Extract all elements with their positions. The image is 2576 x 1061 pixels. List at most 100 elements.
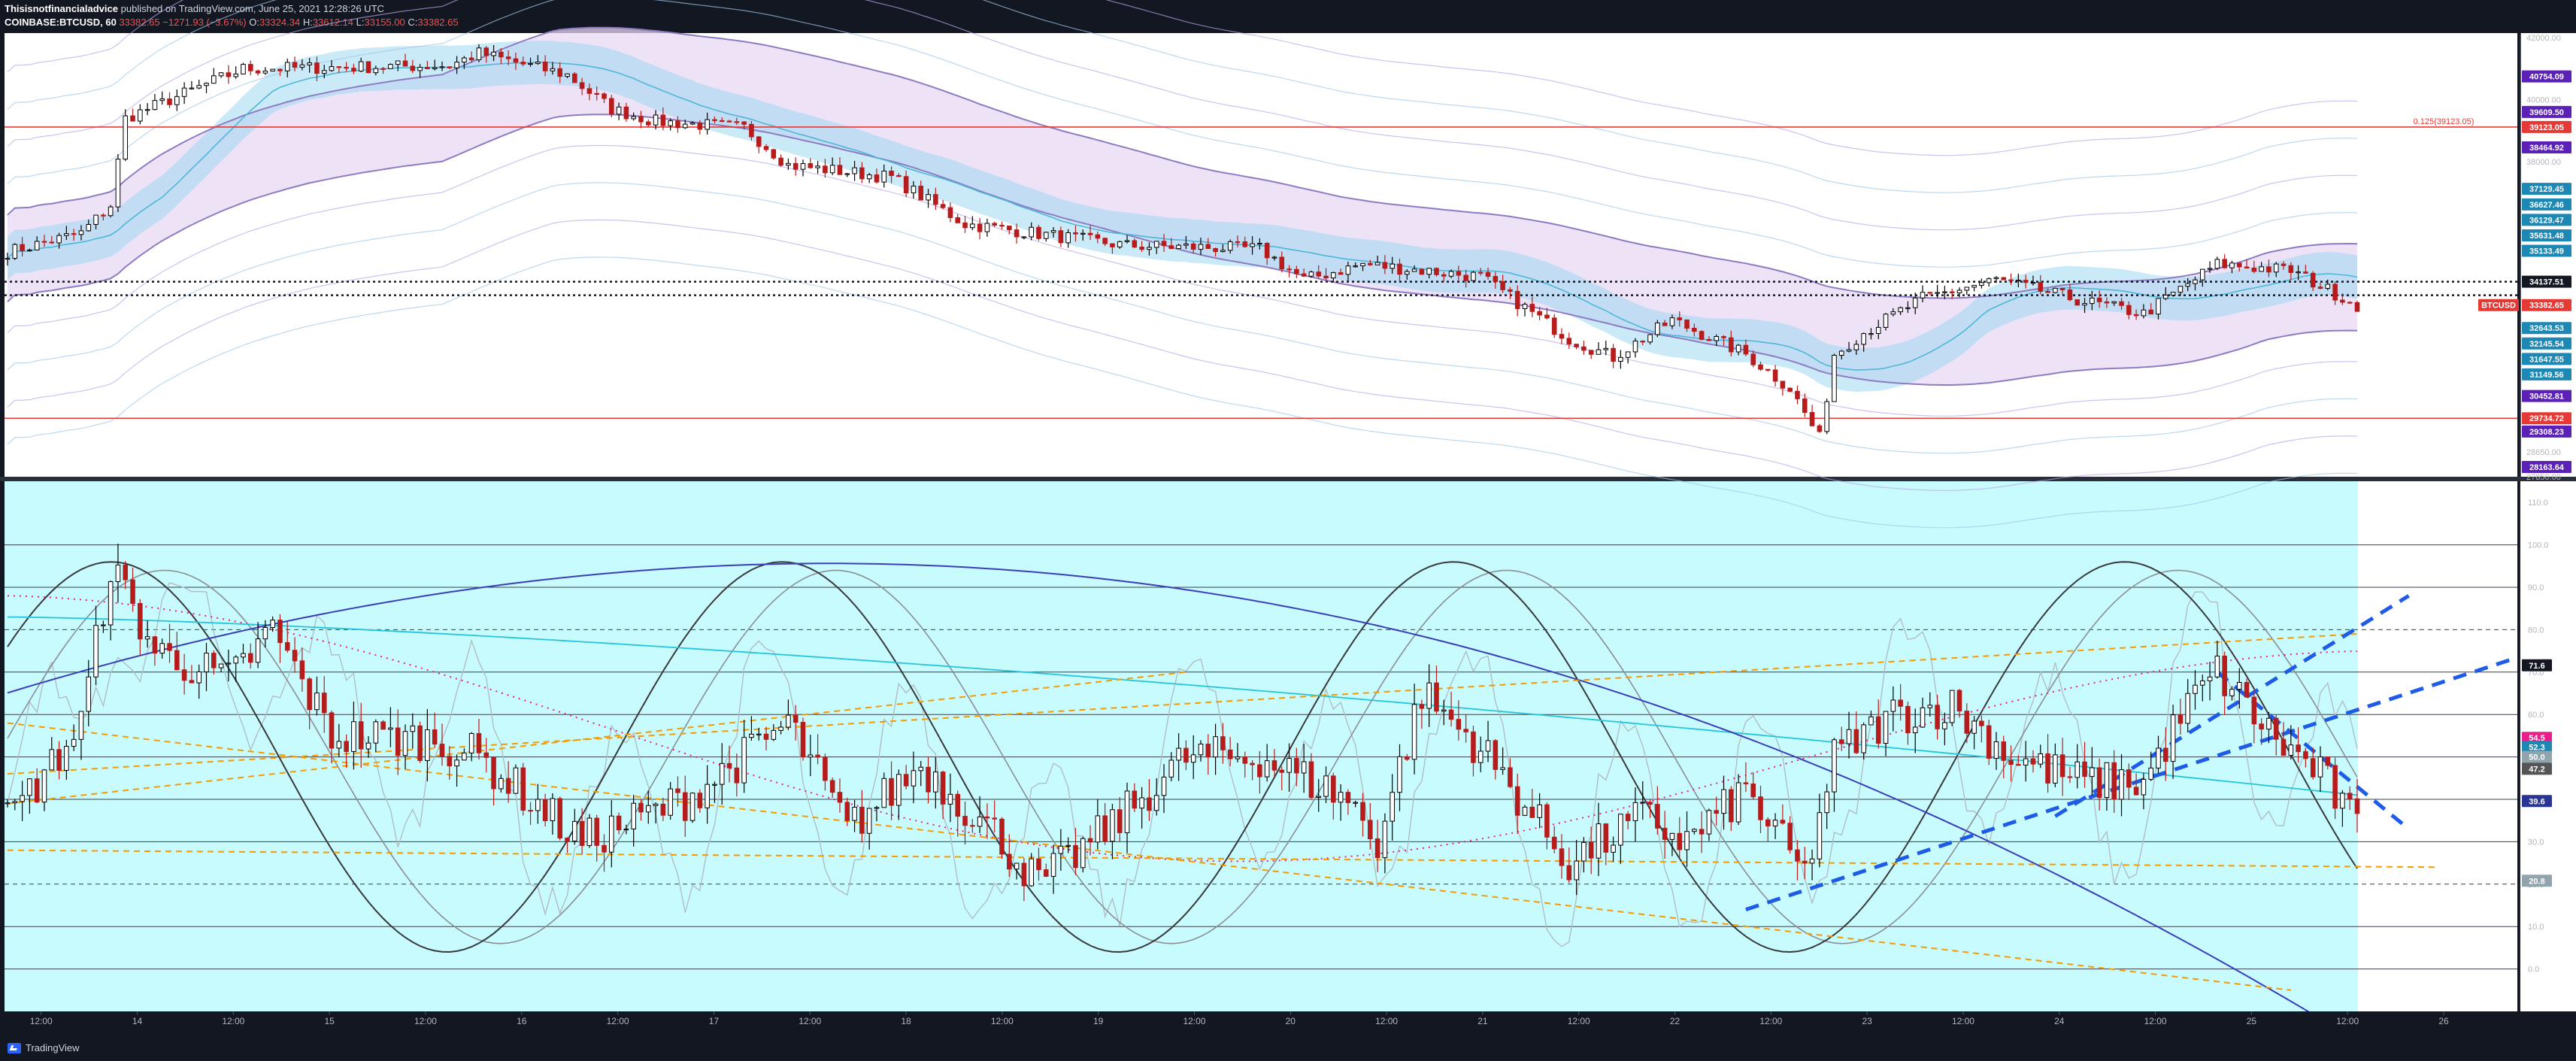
candle-body[interactable] [682,123,688,129]
rsi-candle-body[interactable] [123,564,129,581]
rsi-candle-body[interactable] [56,749,62,771]
rsi-candle-body[interactable] [49,749,55,771]
candle-body[interactable] [2090,297,2095,305]
rsi-candle-body[interactable] [1500,767,1505,770]
rsi-candle-body[interactable] [1374,838,1380,859]
price-label-tag[interactable] [2522,70,2571,83]
rsi-candle-body[interactable] [314,693,320,711]
candle-body[interactable] [756,136,762,147]
rsi-candle-body[interactable] [719,762,725,785]
rsi-candle-body[interactable] [1714,810,1720,814]
candle-body[interactable] [2111,301,2117,304]
candle-body[interactable] [1242,241,1248,247]
rsi-candle-body[interactable] [1021,862,1027,887]
candle-body[interactable] [1868,333,1874,335]
rsi-candle-body[interactable] [101,624,106,626]
candle-body[interactable] [1625,351,1631,358]
rsi-candle-body[interactable] [1949,690,1955,723]
candle-body[interactable] [1426,268,1432,275]
rsi-candle-body[interactable] [1132,790,1138,809]
rsi-candle-body[interactable] [1213,736,1218,758]
candle-body[interactable] [1802,398,1808,413]
candle-body[interactable] [594,92,599,95]
price-label-tag[interactable] [2522,461,2571,474]
rsi-candle-body[interactable] [866,808,872,834]
price-axis[interactable]: 42000.00 40000.00 38000.00 28650.00 27850.00… [2478,33,2576,1011]
rsi-candle-body[interactable] [2090,767,2095,778]
candle-body[interactable] [837,165,843,175]
rsi-candle-body[interactable] [2038,753,2044,765]
rsi-candle-body[interactable] [130,579,135,604]
rsi-candle-body[interactable] [535,799,541,811]
rsi-candle-body[interactable] [1331,775,1336,803]
rsi-candle-body[interactable] [1566,865,1572,881]
rsi-candle-body[interactable] [1935,705,1940,729]
candle-body[interactable] [329,66,335,71]
rsi-candle-body[interactable] [689,793,696,821]
rsi-candle-body[interactable] [247,653,253,663]
candle-body[interactable] [1397,263,1402,275]
candle-body[interactable] [1006,226,1012,231]
rsi-candle-body[interactable] [1117,809,1123,833]
candle-body[interactable] [1714,336,1720,341]
rsi-candle-body[interactable] [1161,776,1167,796]
rsi-candle-body[interactable] [1110,809,1115,842]
candle-body[interactable] [476,47,482,61]
candle-body[interactable] [2332,283,2338,301]
candle-body[interactable] [218,72,224,77]
candle-body[interactable] [800,163,806,170]
candle-body[interactable] [1271,256,1277,259]
candle-body[interactable] [520,62,526,65]
candle-body[interactable] [623,106,629,120]
candle-body[interactable] [1883,314,1889,328]
rsi-candle-body[interactable] [115,564,121,582]
rsi-candle-body[interactable] [1029,858,1034,887]
indicator-value-tag[interactable] [2522,750,2552,763]
rsi-candle-body[interactable] [1493,740,1499,770]
rsi-candle-body[interactable] [196,671,202,684]
rsi-candle-body[interactable] [1780,820,1786,824]
candle-body[interactable] [1338,272,1344,275]
candle-body[interactable] [2059,287,2065,290]
rsi-candle-body[interactable] [896,774,902,806]
candle-body[interactable] [1493,276,1499,283]
rsi-candle-body[interactable] [1271,760,1277,771]
candle-body[interactable] [2266,266,2271,273]
rsi-candle-body[interactable] [1485,740,1491,752]
candle-body[interactable] [2067,289,2073,301]
candle-body[interactable] [284,62,290,71]
candle-body[interactable] [1279,256,1285,270]
candle-body[interactable] [2170,292,2176,296]
candle-body[interactable] [1050,230,1056,233]
candle-body[interactable] [1772,369,1778,382]
price-label-tag[interactable] [2522,105,2571,118]
rsi-candle-body[interactable] [1456,719,1462,730]
candle-body[interactable] [2354,302,2360,312]
candle-body[interactable] [1514,290,1520,309]
candle-body[interactable] [977,223,983,232]
rsi-candle-body[interactable] [138,602,143,640]
rsi-candle-body[interactable] [844,802,850,821]
rsi-candle-body[interactable] [542,799,548,821]
candle-body[interactable] [2104,301,2110,304]
candle-body[interactable] [1735,344,1741,353]
rsi-candle-body[interactable] [262,626,268,640]
rsi-candle-body[interactable] [903,774,909,787]
rsi-candle-body[interactable] [1861,724,1866,753]
rsi-candle-body[interactable] [513,767,519,794]
rsi-candle-body[interactable] [859,806,865,834]
rsi-candle-body[interactable] [2281,738,2287,756]
candle-body[interactable] [144,109,150,111]
rsi-candle-body[interactable] [1477,750,1483,763]
rsi-candle-body[interactable] [1927,705,1933,708]
rsi-candle-body[interactable] [174,650,180,671]
rsi-candle-body[interactable] [1102,815,1108,842]
rsi-candle-body[interactable] [476,732,482,753]
candle-body[interactable] [1809,411,1815,426]
rsi-candle-body[interactable] [1758,796,1763,820]
indicator-value-tag[interactable] [2522,659,2552,671]
candle-body[interactable] [1986,278,1992,283]
candle-body[interactable] [1235,241,1241,244]
rsi-candle-body[interactable] [12,801,18,804]
candle-body[interactable] [2340,299,2345,303]
